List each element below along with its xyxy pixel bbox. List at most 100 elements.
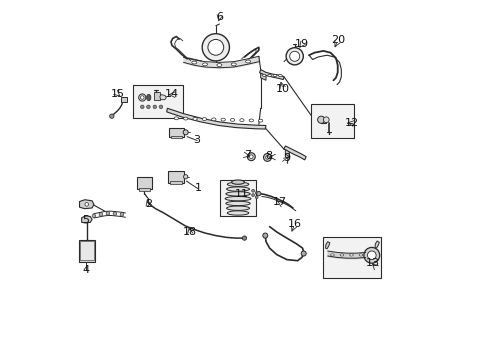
Ellipse shape bbox=[174, 117, 178, 120]
Polygon shape bbox=[284, 146, 305, 160]
Ellipse shape bbox=[349, 254, 352, 256]
Bar bbox=[132, 85, 183, 118]
Polygon shape bbox=[166, 108, 265, 129]
Ellipse shape bbox=[183, 117, 187, 120]
Ellipse shape bbox=[258, 119, 262, 122]
Text: 9: 9 bbox=[283, 153, 290, 163]
Circle shape bbox=[265, 156, 269, 159]
Text: 10: 10 bbox=[276, 84, 290, 94]
Circle shape bbox=[207, 40, 223, 55]
Bar bbox=[137, 177, 152, 189]
Ellipse shape bbox=[202, 63, 207, 66]
Text: 2: 2 bbox=[144, 199, 152, 209]
Circle shape bbox=[139, 94, 145, 101]
Text: 6: 6 bbox=[216, 12, 223, 22]
Circle shape bbox=[255, 192, 258, 194]
Ellipse shape bbox=[245, 60, 250, 63]
Bar bbox=[220, 180, 255, 216]
Text: 11: 11 bbox=[234, 189, 248, 199]
Circle shape bbox=[242, 236, 246, 240]
Ellipse shape bbox=[267, 74, 271, 76]
Ellipse shape bbox=[217, 64, 222, 67]
Circle shape bbox=[120, 213, 123, 216]
Bar bbox=[171, 135, 182, 138]
Ellipse shape bbox=[191, 61, 196, 64]
Bar bbox=[168, 171, 183, 183]
Circle shape bbox=[363, 247, 379, 263]
Ellipse shape bbox=[278, 75, 282, 77]
Circle shape bbox=[285, 48, 303, 65]
Circle shape bbox=[92, 214, 96, 218]
Text: 1: 1 bbox=[194, 183, 201, 193]
Text: 16: 16 bbox=[287, 219, 301, 229]
Text: 19: 19 bbox=[294, 39, 308, 49]
Circle shape bbox=[256, 192, 261, 196]
Circle shape bbox=[263, 153, 271, 161]
Circle shape bbox=[183, 130, 188, 135]
Circle shape bbox=[323, 117, 328, 123]
Ellipse shape bbox=[146, 94, 151, 101]
Circle shape bbox=[262, 233, 267, 238]
Circle shape bbox=[301, 251, 305, 256]
Ellipse shape bbox=[358, 254, 362, 256]
Ellipse shape bbox=[227, 211, 248, 215]
Text: 13: 13 bbox=[365, 258, 379, 268]
Bar bbox=[323, 237, 380, 278]
Text: 18: 18 bbox=[183, 227, 197, 237]
Circle shape bbox=[140, 105, 144, 109]
Ellipse shape bbox=[225, 192, 250, 196]
Bar bbox=[169, 128, 183, 137]
Ellipse shape bbox=[230, 118, 234, 121]
Circle shape bbox=[255, 196, 258, 199]
Polygon shape bbox=[325, 242, 329, 249]
Ellipse shape bbox=[226, 187, 249, 191]
Bar bbox=[139, 188, 150, 191]
Circle shape bbox=[247, 153, 255, 161]
Text: 8: 8 bbox=[265, 151, 272, 161]
Circle shape bbox=[109, 114, 114, 118]
Circle shape bbox=[317, 116, 324, 123]
Ellipse shape bbox=[231, 180, 244, 184]
Ellipse shape bbox=[211, 118, 216, 121]
Text: 7: 7 bbox=[244, 150, 251, 160]
Ellipse shape bbox=[231, 63, 236, 66]
Ellipse shape bbox=[227, 182, 248, 186]
Text: 5: 5 bbox=[82, 215, 89, 225]
Circle shape bbox=[106, 212, 109, 215]
Circle shape bbox=[249, 155, 253, 158]
Ellipse shape bbox=[202, 118, 206, 121]
Ellipse shape bbox=[340, 254, 343, 256]
Ellipse shape bbox=[330, 254, 334, 256]
Circle shape bbox=[99, 213, 102, 216]
Ellipse shape bbox=[193, 117, 197, 120]
Circle shape bbox=[159, 105, 163, 109]
Text: 12: 12 bbox=[345, 118, 358, 128]
Circle shape bbox=[140, 96, 144, 99]
Text: 17: 17 bbox=[273, 197, 287, 207]
Bar bbox=[79, 239, 95, 262]
Polygon shape bbox=[260, 73, 265, 80]
Circle shape bbox=[367, 251, 375, 260]
Bar bbox=[310, 104, 353, 138]
Circle shape bbox=[183, 175, 187, 179]
Bar bbox=[121, 97, 127, 102]
Bar bbox=[170, 181, 182, 184]
Text: 20: 20 bbox=[330, 35, 344, 45]
Ellipse shape bbox=[248, 119, 253, 122]
Polygon shape bbox=[285, 149, 289, 157]
Circle shape bbox=[251, 189, 254, 192]
Ellipse shape bbox=[273, 75, 276, 77]
Circle shape bbox=[251, 194, 254, 197]
Polygon shape bbox=[81, 216, 92, 223]
Ellipse shape bbox=[224, 197, 250, 201]
Circle shape bbox=[113, 212, 117, 216]
Ellipse shape bbox=[262, 74, 265, 76]
Polygon shape bbox=[259, 69, 284, 80]
Ellipse shape bbox=[221, 118, 225, 121]
Polygon shape bbox=[160, 95, 166, 100]
Bar bbox=[80, 241, 93, 260]
Ellipse shape bbox=[225, 201, 250, 206]
Text: 15: 15 bbox=[111, 89, 125, 99]
Circle shape bbox=[202, 34, 229, 61]
Circle shape bbox=[153, 105, 156, 109]
